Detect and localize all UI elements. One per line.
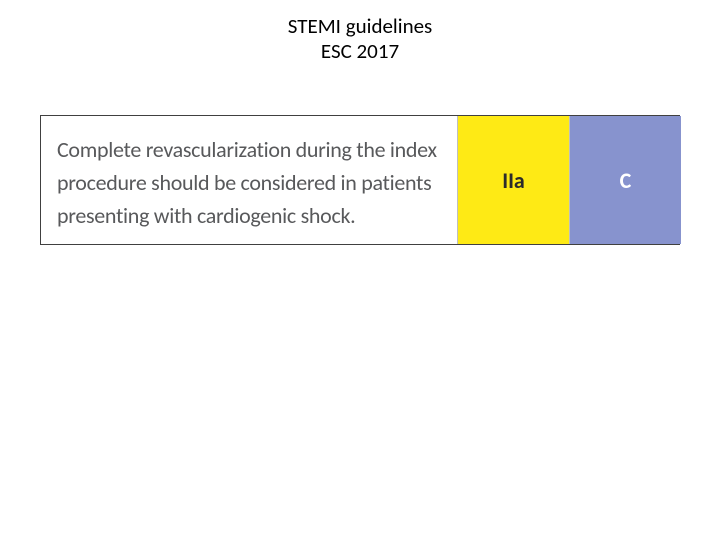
recommendation-level-label: C [620,167,632,194]
title-line-2: ESC 2017 [321,38,399,64]
recommendation-text: Complete revascularization during the in… [57,133,443,232]
recommendation-class-cell: IIa [457,116,569,244]
guideline-table: Complete revascularization during the in… [40,115,680,245]
page-title: STEMI guidelines ESC 2017 [0,14,720,64]
title-line-1: STEMI guidelines [288,13,433,39]
recommendation-level-cell: C [569,116,681,244]
recommendation-class-label: IIa [502,167,525,194]
recommendation-text-cell: Complete revascularization during the in… [41,116,457,244]
